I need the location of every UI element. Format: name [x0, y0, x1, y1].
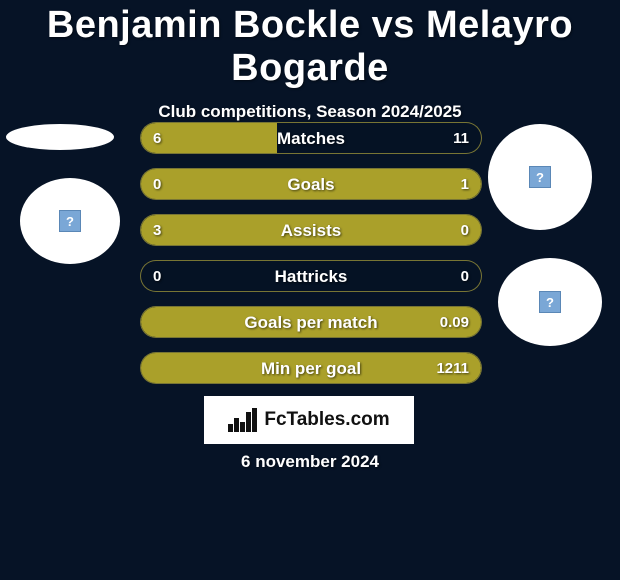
brand-badge: FcTables.com	[204, 396, 414, 444]
question-icon: ?	[59, 210, 81, 232]
stat-label: Hattricks	[141, 261, 481, 292]
question-icon: ?	[529, 166, 551, 188]
subtitle: Club competitions, Season 2024/2025	[0, 102, 620, 122]
brand-text: FcTables.com	[264, 409, 389, 431]
player-left-photo-placeholder	[6, 124, 114, 150]
stat-value-right: 0	[461, 261, 469, 292]
brand-logo-icon	[228, 408, 258, 432]
stat-label: Goals per match	[141, 307, 481, 338]
stat-row: Min per goal1211	[140, 352, 482, 384]
comparison-chart: 6Matches110Goals13Assists00Hattricks0Goa…	[140, 122, 482, 398]
stat-label: Matches	[141, 123, 481, 154]
stat-label: Goals	[141, 169, 481, 200]
stat-value-right: 1211	[436, 353, 469, 384]
stat-label: Min per goal	[141, 353, 481, 384]
stat-row: 3Assists0	[140, 214, 482, 246]
stat-row: Goals per match0.09	[140, 306, 482, 338]
stat-row: 6Matches11	[140, 122, 482, 154]
comparison-page: Benjamin Bockle vs Melayro Bogarde Club …	[0, 0, 620, 580]
question-icon: ?	[539, 291, 561, 313]
player-right-club-placeholder: ?	[498, 258, 602, 346]
stat-row: 0Goals1	[140, 168, 482, 200]
stat-value-right: 1	[461, 169, 469, 200]
stat-row: 0Hattricks0	[140, 260, 482, 292]
generated-date: 6 november 2024	[0, 452, 620, 472]
stat-label: Assists	[141, 215, 481, 246]
page-title: Benjamin Bockle vs Melayro Bogarde	[0, 0, 620, 90]
stat-value-right: 11	[453, 123, 469, 154]
stat-value-right: 0	[461, 215, 469, 246]
player-right-photo-placeholder: ?	[488, 124, 592, 230]
stat-value-right: 0.09	[440, 307, 469, 338]
player-left-club-placeholder: ?	[20, 178, 120, 264]
